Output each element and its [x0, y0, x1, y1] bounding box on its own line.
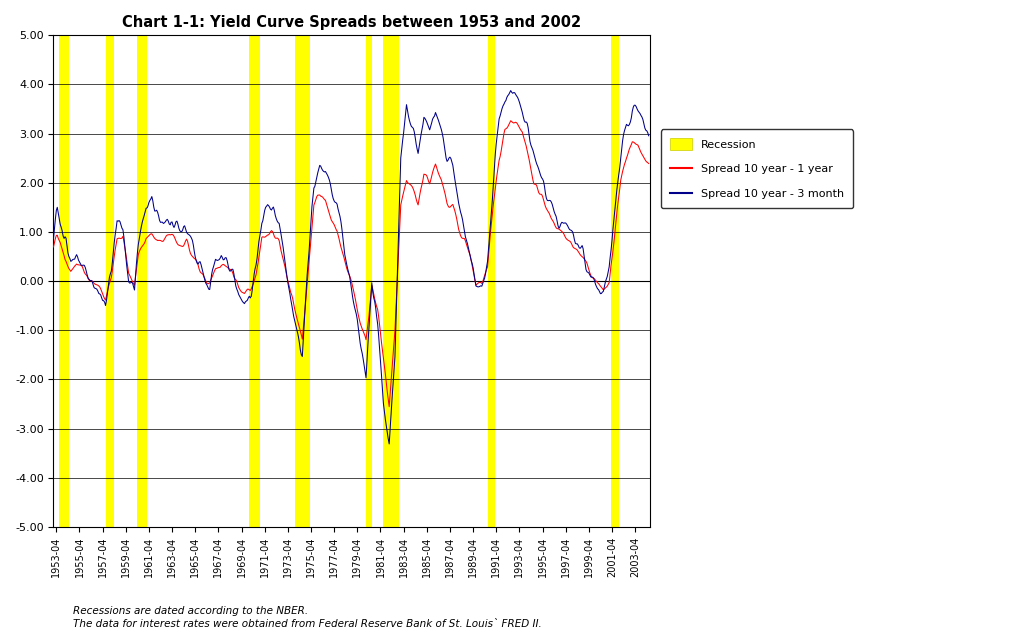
Bar	[59, 35, 68, 527]
Bar	[383, 35, 399, 527]
Bar	[250, 35, 260, 527]
Bar	[611, 35, 618, 527]
Title: Chart 1-1: Yield Curve Spreads between 1953 and 2002: Chart 1-1: Yield Curve Spreads between 1…	[122, 15, 581, 30]
Bar	[138, 35, 147, 527]
Bar	[294, 35, 310, 527]
Bar	[107, 35, 114, 527]
Legend: Recession, Spread 10 year - 1 year, Spread 10 year - 3 month: Recession, Spread 10 year - 1 year, Spre…	[661, 129, 854, 208]
Bar	[366, 35, 372, 527]
Text: Recessions are dated according to the NBER.: Recessions are dated according to the NB…	[73, 606, 308, 616]
Text: The data for interest rates were obtained from Federal Reserve Bank of St. Louis: The data for interest rates were obtaine…	[73, 619, 541, 629]
Bar	[488, 35, 495, 527]
